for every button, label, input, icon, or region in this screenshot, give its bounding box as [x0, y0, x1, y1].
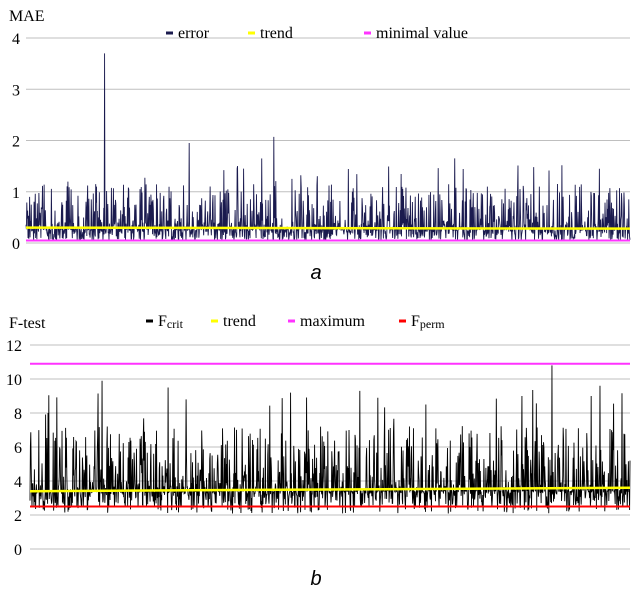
legend-label: error [178, 25, 210, 42]
legend-b: Fcrit trend maximum Fperm [146, 313, 445, 331]
legend-a: error trend minimal value [166, 25, 468, 42]
legend-label: Fperm [411, 313, 445, 331]
y-tick-label: 4 [12, 31, 20, 48]
y-tick-label: 10 [6, 372, 22, 389]
series-a [26, 53, 630, 240]
panel-a: MAE 0 1 2 3 4 error trend minimal value a [9, 8, 630, 284]
y-tick-label: 2 [12, 134, 20, 151]
y-tick-label: 12 [6, 338, 22, 355]
y-tick-label: 4 [14, 474, 22, 491]
panel-label-b: b [310, 568, 321, 589]
y-tick-label: 0 [14, 542, 22, 559]
series-b [30, 364, 630, 514]
legend-label: Fcrit [158, 313, 184, 331]
legend-label: minimal value [376, 25, 468, 42]
y-tick-label: 6 [14, 440, 22, 457]
panel-label-a: a [310, 262, 321, 284]
legend-label: trend [260, 25, 293, 42]
y-tick-label: 1 [12, 185, 20, 202]
y-axis-title-a: MAE [9, 8, 45, 25]
legend-label: trend [223, 313, 256, 330]
gridlines-b [30, 345, 630, 549]
y-ticks-b: 0 2 4 6 8 10 12 [6, 338, 22, 559]
series-line-trend [26, 228, 630, 229]
y-axis-title-b: F-test [9, 315, 46, 332]
y-tick-label: 3 [12, 82, 20, 99]
legend-label: maximum [300, 313, 365, 330]
y-tick-label: 8 [14, 406, 22, 423]
y-ticks-a: 0 1 2 3 4 [12, 31, 20, 253]
series-line-error [26, 53, 630, 240]
y-tick-label: 0 [12, 236, 20, 253]
y-tick-label: 2 [14, 508, 22, 525]
